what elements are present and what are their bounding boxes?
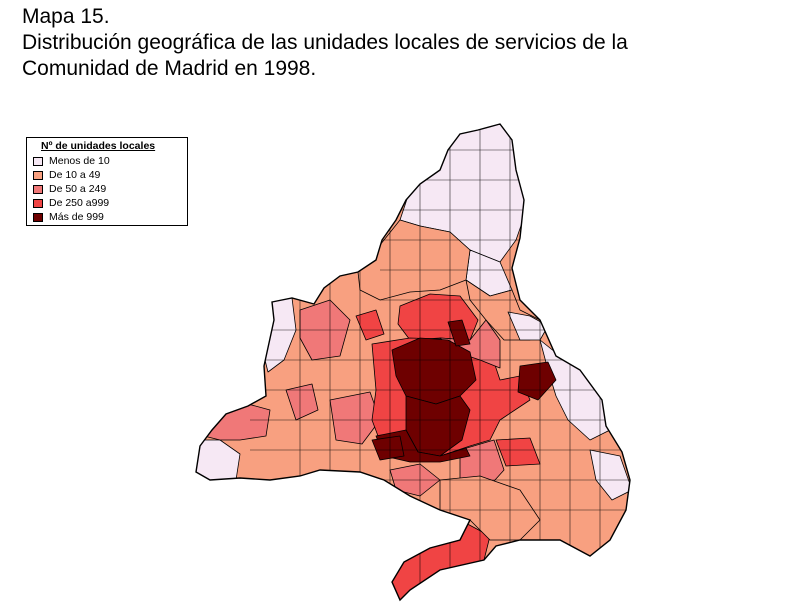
region-west-medium-c[interactable] — [285, 383, 319, 421]
region-southwest-light[interactable] — [190, 439, 241, 485]
legend-item-de-250-a-999: De 250 a999 — [33, 197, 109, 209]
region-madrid-northeast[interactable] — [447, 319, 471, 347]
legend-swatch — [33, 184, 43, 194]
title-line-2: Distribución geográfica de las unidades … — [22, 31, 628, 54]
region-madrid-southwest[interactable] — [371, 435, 405, 461]
region-west-medium-b[interactable] — [329, 391, 381, 445]
legend-swatch — [33, 198, 43, 208]
legend-label: Menos de 10 — [49, 155, 110, 167]
legend-label: De 50 a 249 — [49, 183, 107, 195]
legend-title: Nº de unidades locales — [41, 140, 156, 152]
legend-swatch — [33, 212, 43, 222]
legend-label: Más de 999 — [49, 211, 104, 223]
title-line-3: Comunidad de Madrid en 1998. — [22, 57, 317, 80]
legend-label: De 10 a 49 — [49, 169, 101, 181]
legend-item-de-50-a-249: De 50 a 249 — [33, 183, 106, 195]
legend-label: De 250 a999 — [49, 197, 110, 209]
map-title: Mapa 15. Distribución geográfica de las … — [22, 4, 628, 82]
region-southeast-light[interactable] — [589, 449, 632, 501]
region-ring-northwest[interactable] — [355, 309, 385, 341]
legend-item-de-10-a-49: De 10 a 49 — [33, 169, 100, 181]
region-madrid-north[interactable] — [391, 337, 477, 405]
legend-swatch — [33, 156, 43, 166]
legend: Nº de unidades locales Menos de 10 De 10… — [26, 137, 188, 226]
region-northeast-light[interactable] — [507, 311, 549, 341]
legend-swatch — [33, 170, 43, 180]
legend-item-mas-de-999: Más de 999 — [33, 211, 104, 223]
legend-item-menos-de-10: Menos de 10 — [33, 155, 110, 167]
title-line-1: Mapa 15. — [22, 5, 110, 28]
